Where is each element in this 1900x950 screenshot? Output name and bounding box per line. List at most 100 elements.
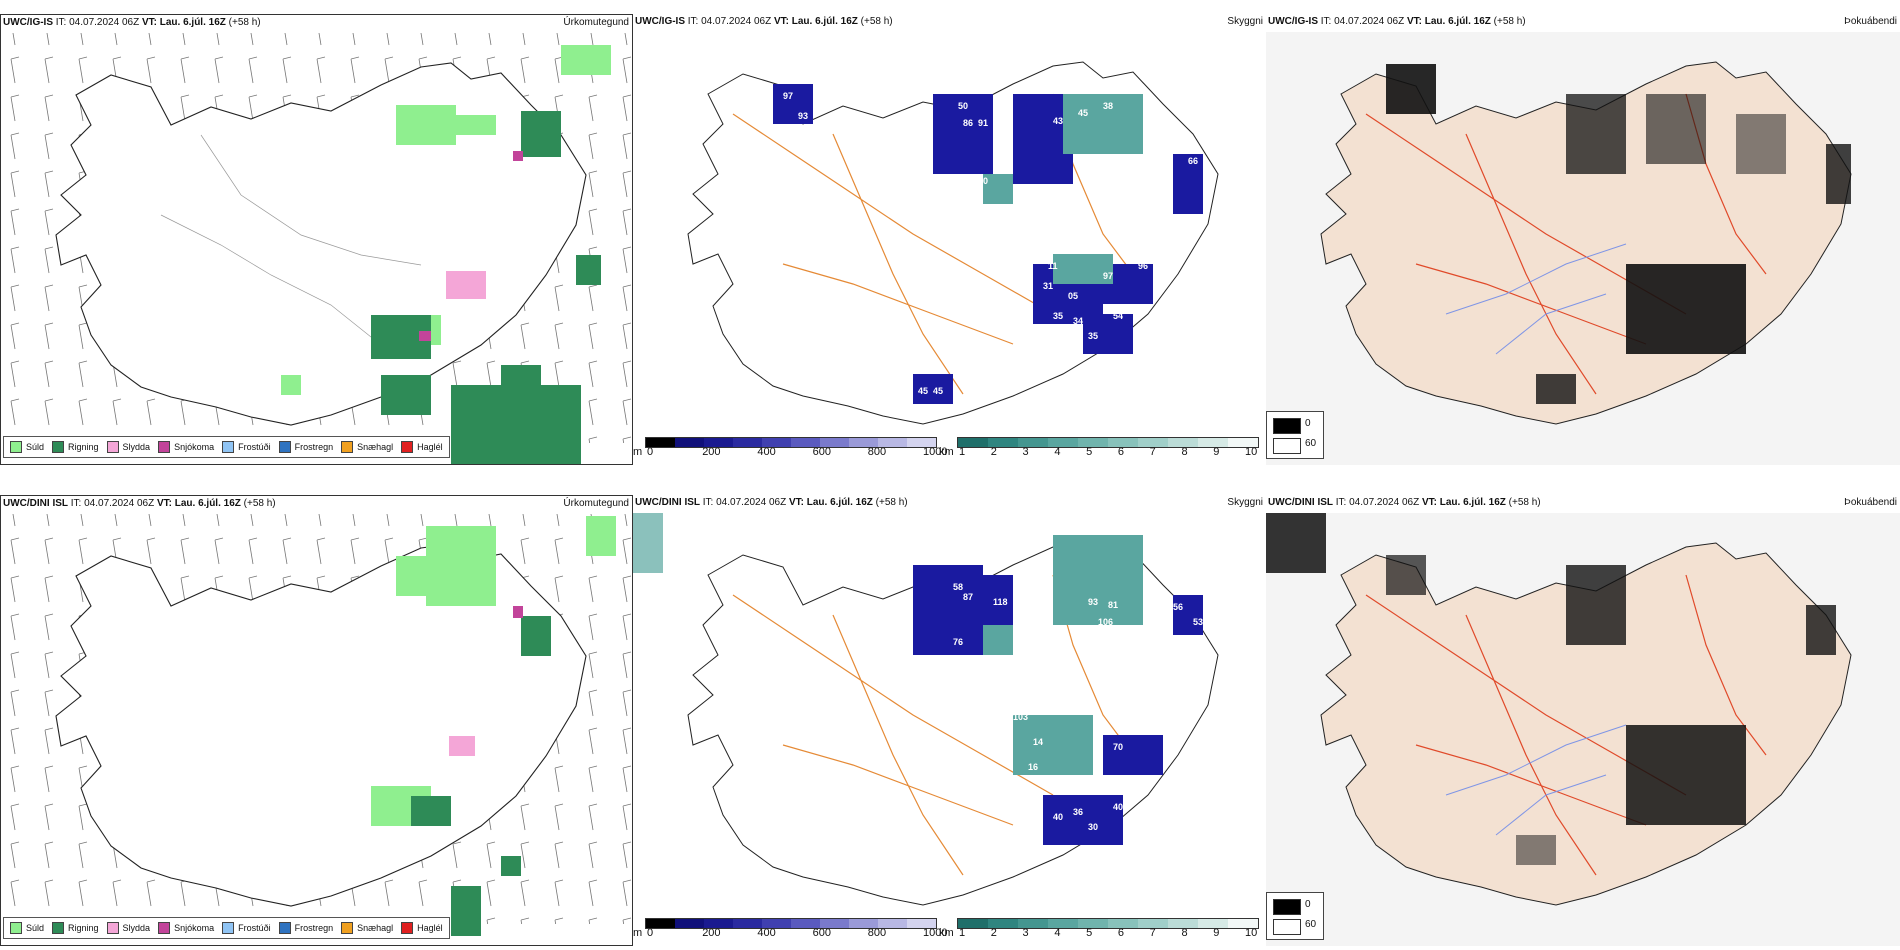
legend-label: Haglél: [417, 442, 443, 452]
legend-item-0: Súld: [10, 441, 44, 453]
precip-map: [1, 33, 632, 464]
scale-tick-label: 1: [959, 446, 966, 458]
cloud-height-label: 40: [1113, 802, 1123, 812]
cloud-height-panel-row1[interactable]: UWC/IG-IS IT: 04.07.2024 06Z VT: Lau. 6.…: [633, 14, 1266, 465]
scale-tick-label: 8: [1181, 927, 1188, 939]
scale-tick-label: 9: [1213, 446, 1220, 458]
scale-step: [1198, 438, 1228, 447]
legend-item-0: Súld: [10, 922, 44, 934]
legend-item-6: Snæhagl: [341, 441, 393, 453]
scale-tick-label: 200: [702, 927, 721, 939]
legend-item-4: Frostúði: [222, 922, 271, 934]
cloud-height-label: 31: [1043, 281, 1053, 291]
cloud-height-label: 72: [993, 131, 1003, 141]
scale-tick-label: 2: [990, 927, 997, 939]
visibility-label: Skyggni: [1227, 497, 1263, 508]
precip-panel-row2[interactable]: UWC/DINI ISL IT: 04.07.2024 06Z VT: Lau.…: [0, 495, 633, 946]
scale-step: [1198, 919, 1228, 928]
legend-item-1: Rigning: [52, 441, 99, 453]
scale-tick-label: 2: [990, 446, 997, 458]
cloud-height-label: 81: [1108, 600, 1118, 610]
scale-tick-label: 5: [1086, 927, 1093, 939]
scale-step: [762, 438, 791, 447]
scale-step: [791, 919, 820, 928]
fog-panel-row2[interactable]: UWC/DINI ISL IT: 04.07.2024 06Z VT: Lau.…: [1266, 495, 1900, 946]
cloud-height-label: 45: [918, 386, 928, 396]
scale-tick-label: 600: [812, 927, 831, 939]
scale-step: [1018, 438, 1048, 447]
scale-tick-label: 1000: [923, 446, 948, 458]
cloud-height-label: 53: [1193, 617, 1203, 627]
scale-tick-label: 0: [647, 927, 654, 939]
legend-swatch: [10, 441, 22, 453]
scale-step: [1228, 438, 1258, 447]
legend-item-2: Slydda: [106, 441, 150, 453]
cloud-height-label: 54: [1113, 311, 1123, 321]
scale-step: [820, 919, 849, 928]
panel-title: UWC/IG-IS IT: 04.07.2024 06Z VT: Lau. 6.…: [3, 17, 261, 28]
legend-label: Snjókoma: [174, 442, 215, 452]
cloud-height-label: 118: [993, 597, 1008, 607]
cloud-height-label: 41: [1043, 326, 1053, 336]
cloud-height-label: 05: [1068, 291, 1078, 301]
scale-step: [1018, 919, 1048, 928]
cloud-height-panel-row2[interactable]: UWC/DINI ISL IT: 04.07.2024 06Z VT: Lau.…: [633, 495, 1266, 946]
cloud-height-label: 50: [958, 101, 968, 111]
scale-tick-label: 10: [1245, 446, 1258, 458]
scale-tick-label: 6: [1117, 927, 1124, 939]
cloud-height-label: 45: [933, 386, 943, 396]
scale-tick-label: 200: [702, 446, 721, 458]
cloud-height-label: 93: [1088, 597, 1098, 607]
precip-legend: Súld Rigning Slydda Snjókoma Frostúði Frostre…: [3, 917, 450, 939]
legend-item-2: Slydda: [106, 922, 151, 934]
fog-index-label: Þokuábendi: [1844, 16, 1897, 27]
height-scale: m 0 200 400 600 800 1000: [633, 918, 947, 940]
legend-label: Rigning: [68, 923, 99, 933]
scale-tick-label: 3: [1022, 927, 1029, 939]
scale-step: [646, 438, 675, 447]
legend-label: Snæhagl: [357, 442, 394, 452]
scale-step: [907, 919, 936, 928]
scale-step: [1048, 919, 1078, 928]
iceland-outline: [55, 543, 587, 907]
visibility-scale: km 1 2 3 4 5 6 7 8 9 10: [939, 918, 1263, 940]
scale-step: [675, 919, 704, 928]
cloud-height-label: 45: [1078, 108, 1088, 118]
scale-tick-label: 0: [647, 446, 654, 458]
cloud-height-label: 35: [1088, 331, 1098, 341]
legend-label: Frostregn: [294, 442, 334, 452]
legend-label: Frostúði: [238, 923, 271, 933]
fog-panel-row1[interactable]: UWC/IG-IS IT: 04.07.2024 06Z VT: Lau. 6.…: [1266, 14, 1900, 465]
cloud-height-label: 56: [1173, 602, 1183, 612]
cloud-height-map: 97 93 50 86 91 72 43 45 38 66 106 40 81 94 11 97 96 31 05 3…: [687, 61, 1219, 425]
scale-tick-label: 600: [812, 446, 831, 458]
cloud-height-label: 97: [1103, 271, 1113, 281]
scale-tick-label: 5: [1086, 446, 1093, 458]
cloud-height-label: 40: [1053, 812, 1063, 822]
cloud-height-label: 87: [963, 592, 973, 602]
scale-step: [988, 438, 1018, 447]
legend-label: Snæhagl: [357, 923, 394, 933]
scale-step: [1228, 919, 1258, 928]
legend-item-7: Haglél: [401, 441, 443, 453]
scale-tick-label: 4: [1054, 446, 1061, 458]
cloud-height-label: 103: [1013, 712, 1028, 722]
cloud-height-label: 38: [1103, 101, 1113, 111]
scale-tick-label: 8: [1181, 446, 1188, 458]
legend-swatch: [222, 441, 235, 453]
scale-tick-label: 7: [1149, 927, 1156, 939]
legend-swatch: [341, 441, 354, 453]
cloud-height-label: 66: [1188, 156, 1198, 166]
cloud-height-label: 86: [963, 118, 973, 128]
scale-step: [646, 919, 675, 928]
scale-step: [1138, 438, 1168, 447]
legend-label: Frostregn: [294, 923, 334, 933]
legend-swatch: [158, 441, 171, 453]
legend-label: Slydda: [122, 923, 151, 933]
scale-step: [704, 919, 733, 928]
legend-swatch: [278, 441, 291, 453]
legend-swatch: [222, 922, 235, 934]
precip-panel-row1[interactable]: UWC/IG-IS IT: 04.07.2024 06Z VT: Lau. 6.…: [0, 14, 633, 465]
panel-title: UWC/DINI ISL IT: 04.07.2024 06Z VT: Lau.…: [1268, 497, 1541, 508]
